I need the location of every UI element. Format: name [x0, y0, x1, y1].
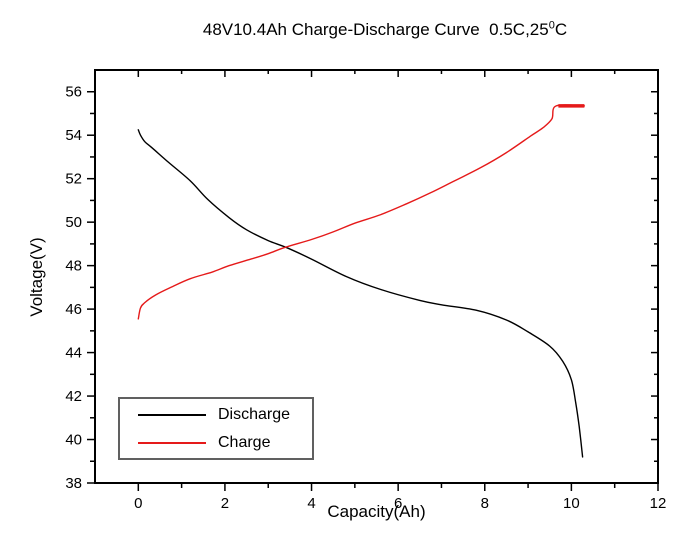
y-tick-label: 48	[65, 258, 82, 275]
plot-frame	[94, 69, 659, 484]
legend-label-discharge: Discharge	[218, 405, 291, 423]
legend-item-discharge: Discharge	[120, 403, 312, 427]
y-tick-label: 40	[65, 432, 82, 449]
y-tick-label: 38	[65, 475, 82, 492]
x-axis-title: Capacity(Ah)	[327, 502, 426, 521]
charge-curve	[137, 104, 586, 320]
y-tick-label: 42	[65, 388, 82, 405]
y-tick-label: 46	[65, 301, 82, 318]
degree-superscript: 0	[548, 19, 555, 32]
y-tick-label: 44	[65, 345, 82, 362]
legend-label-charge: Charge	[218, 433, 271, 451]
y-tick-label: 54	[65, 127, 82, 144]
x-tick-label: 8	[481, 495, 489, 512]
chart-title: 48V10.4Ah Charge-Discharge Curve 0.5C,25…	[72, 20, 698, 40]
x-tick-label: 6	[394, 495, 402, 512]
x-tick-label: 0	[134, 495, 142, 512]
y-tick-label: 50	[65, 214, 82, 231]
x-tick-label: 12	[650, 495, 667, 512]
charge-line-sample	[138, 441, 206, 444]
discharge-line-sample	[138, 413, 206, 416]
discharge-curve	[137, 129, 584, 458]
x-tick-label: 2	[221, 495, 229, 512]
y-tick-label: 52	[65, 171, 82, 188]
x-tick-label: 4	[307, 495, 315, 512]
x-tick-label: 10	[563, 495, 580, 512]
axis-ticks	[87, 70, 659, 491]
legend-item-charge: Charge	[120, 431, 312, 455]
legend: Discharge Charge	[118, 397, 314, 460]
y-tick-label: 56	[65, 84, 82, 101]
chart-title-unit: C	[554, 20, 568, 39]
chart-title-text: 48V10.4Ah Charge-Discharge Curve 0.5C,25	[202, 20, 549, 39]
